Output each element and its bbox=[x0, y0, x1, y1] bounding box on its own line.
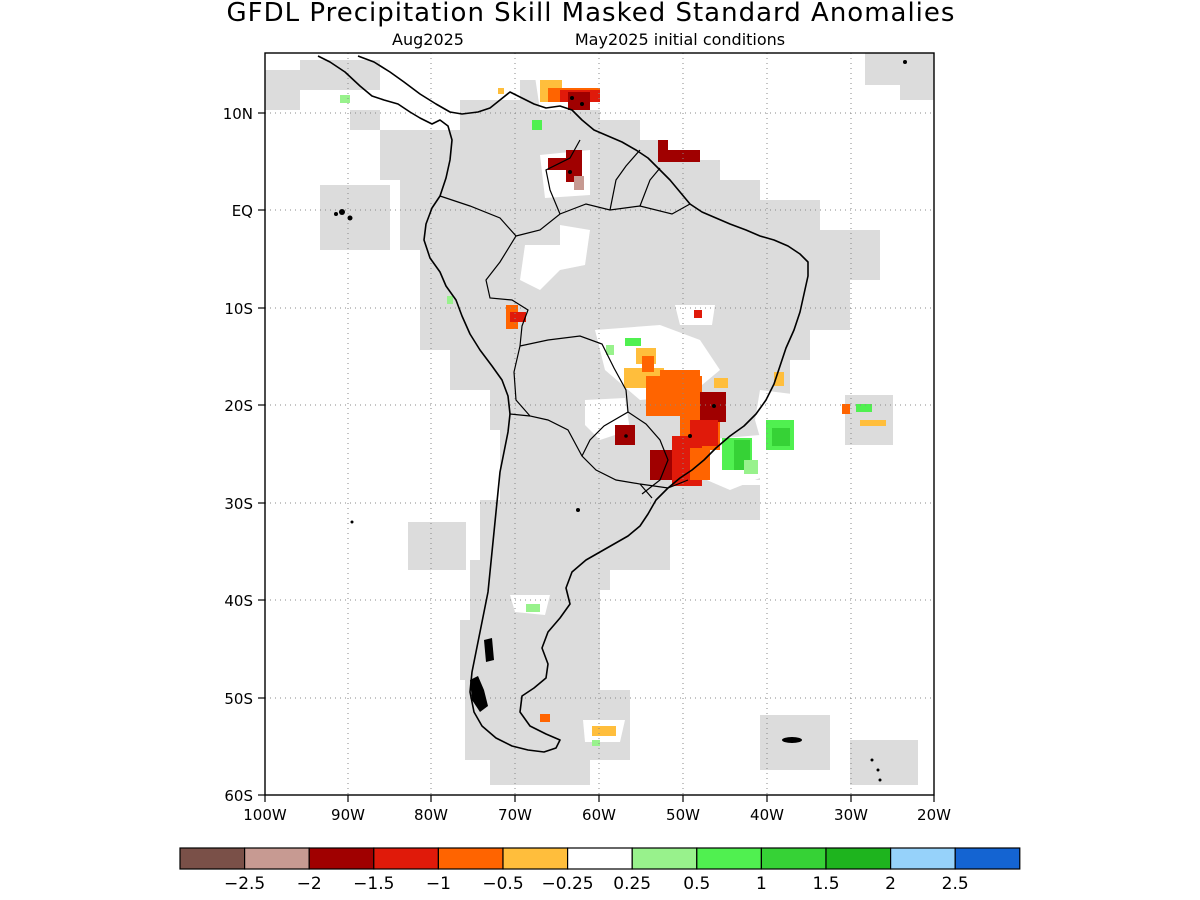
lat-tick-label: 50S bbox=[224, 690, 253, 708]
lon-tick-label: 80W bbox=[414, 806, 448, 824]
lat-tick-label: 20S bbox=[224, 397, 253, 415]
colorbar-bin bbox=[308, 847, 375, 870]
lat-tick-label: 10N bbox=[223, 105, 253, 123]
map-panel: 100W 90W 80W 70W 60W 50W 40W 30W 20W 10N… bbox=[223, 52, 951, 824]
colorbar-bin bbox=[889, 847, 956, 870]
latitude-labels: 10N EQ 10S 20S 30S 40S 50S 60S bbox=[223, 105, 253, 805]
colorbar-label: −2.5 bbox=[224, 874, 265, 894]
colorbar-label: −2 bbox=[297, 874, 322, 894]
lon-tick-label: 50W bbox=[666, 806, 700, 824]
anomaly-patch bbox=[510, 312, 526, 322]
anomaly-patch bbox=[568, 92, 590, 110]
lon-tick-label: 90W bbox=[331, 806, 365, 824]
lon-tick-label: 20W bbox=[917, 806, 951, 824]
lon-tick-label: 40W bbox=[750, 806, 784, 824]
anomaly-shading bbox=[340, 80, 886, 746]
lat-tick-label: 60S bbox=[224, 787, 253, 805]
colorbar-label: 1.5 bbox=[812, 874, 839, 894]
anomaly-patch bbox=[660, 370, 700, 382]
anomaly-patch bbox=[526, 604, 540, 612]
lat-tick-label: 10S bbox=[224, 300, 253, 318]
lon-tick-label: 100W bbox=[243, 806, 287, 824]
lon-tick-label: 60W bbox=[582, 806, 616, 824]
anomaly-patch bbox=[744, 460, 758, 474]
anomaly-patch bbox=[658, 140, 668, 152]
anomaly-patch bbox=[646, 376, 702, 416]
anomaly-patch bbox=[532, 120, 542, 130]
coastline bbox=[317, 55, 809, 753]
initial-conditions-label: May2025 initial conditions bbox=[575, 30, 785, 49]
colorbar-bin bbox=[566, 847, 633, 870]
anomaly-patch bbox=[774, 372, 784, 386]
anomaly-patch bbox=[447, 296, 453, 304]
axis-ticks bbox=[258, 112, 935, 802]
anomaly-patch bbox=[714, 378, 728, 388]
map-title: GFDL Precipitation Skill Masked Standard… bbox=[227, 0, 956, 28]
anomaly-patch bbox=[694, 310, 702, 318]
anomaly-patch bbox=[592, 726, 616, 736]
anomaly-patch bbox=[642, 356, 654, 372]
colorbar-label: −1.5 bbox=[353, 874, 394, 894]
colorbar-bin bbox=[179, 847, 246, 870]
graticule bbox=[265, 53, 934, 795]
lon-tick-label: 30W bbox=[834, 806, 868, 824]
colorbar-label: 2.5 bbox=[942, 874, 969, 894]
anomaly-patch bbox=[772, 428, 790, 446]
colorbar-bin bbox=[825, 847, 892, 870]
anomaly-patch bbox=[625, 338, 641, 346]
anomaly-patch bbox=[860, 420, 886, 426]
anomaly-patch bbox=[498, 88, 504, 94]
anomaly-patch bbox=[340, 95, 350, 103]
inland-water bbox=[568, 96, 716, 438]
colorbar-label: −0.25 bbox=[542, 874, 594, 894]
colorbar-label: 0.5 bbox=[683, 874, 710, 894]
colorbar-bin bbox=[954, 847, 1021, 870]
anomaly-patch bbox=[856, 404, 872, 412]
country-borders bbox=[439, 139, 691, 499]
colorbar-label: 2 bbox=[885, 874, 896, 894]
colorbar-label: 0.25 bbox=[613, 874, 651, 894]
colorbar-bin bbox=[437, 847, 504, 870]
lat-tick-label: 30S bbox=[224, 495, 253, 513]
anomaly-patch bbox=[606, 345, 614, 355]
colorbar-bin bbox=[502, 847, 569, 870]
anomaly-patch bbox=[592, 740, 600, 746]
colorbar-label: −1 bbox=[426, 874, 451, 894]
anomaly-patch bbox=[658, 150, 700, 162]
anomaly-patch bbox=[574, 176, 584, 190]
colorbar: −2.5 −2 −1.5 −1 −0.5 −0.25 0.25 0.5 1 1.5 2 2.5 bbox=[179, 847, 1021, 894]
anomaly-patch bbox=[540, 714, 550, 722]
colorbar-label: −0.5 bbox=[482, 874, 523, 894]
colorbar-bin bbox=[760, 847, 827, 870]
lat-tick-label: EQ bbox=[232, 202, 253, 220]
lat-tick-label: 40S bbox=[224, 592, 253, 610]
lon-tick-label: 70W bbox=[498, 806, 532, 824]
colorbar-label: 1 bbox=[756, 874, 767, 894]
valid-month-label: Aug2025 bbox=[392, 30, 464, 49]
longitude-labels: 100W 90W 80W 70W 60W 50W 40W 30W 20W bbox=[243, 806, 951, 824]
colorbar-bin bbox=[631, 847, 698, 870]
colorbar-bin bbox=[696, 847, 762, 870]
colorbar-bin bbox=[373, 847, 439, 870]
colorbar-bin bbox=[244, 847, 310, 870]
anomaly-patch bbox=[842, 404, 850, 414]
islands bbox=[334, 60, 907, 782]
